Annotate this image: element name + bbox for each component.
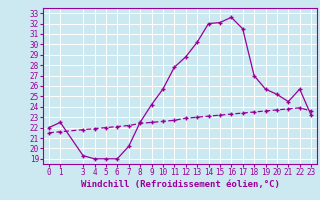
X-axis label: Windchill (Refroidissement éolien,°C): Windchill (Refroidissement éolien,°C) <box>81 180 279 189</box>
